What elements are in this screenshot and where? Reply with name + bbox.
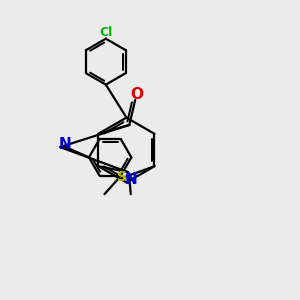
Text: Cl: Cl [99, 26, 112, 39]
Text: N: N [125, 172, 138, 187]
Text: N: N [59, 137, 72, 152]
Text: O: O [130, 87, 143, 102]
Text: S: S [116, 170, 127, 184]
